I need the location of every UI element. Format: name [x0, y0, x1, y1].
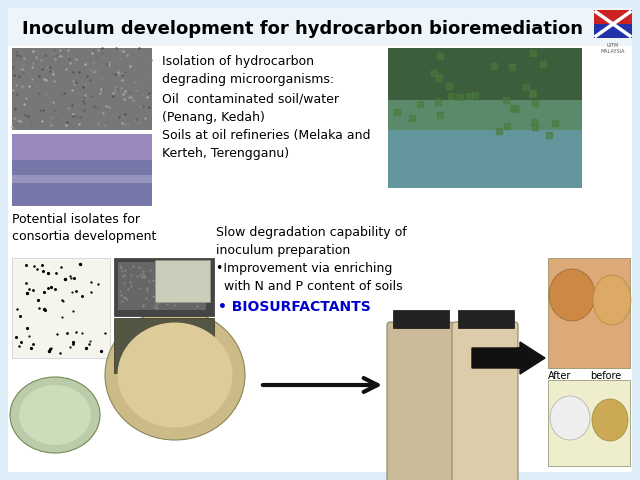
Ellipse shape [550, 396, 590, 440]
Bar [388, 130, 582, 188]
FancyBboxPatch shape [452, 322, 518, 480]
Bar [388, 100, 582, 188]
Text: Inoculum development for hydrocarbon bioremediation: Inoculum development for hydrocarbon bio… [22, 20, 583, 38]
Bar [114, 258, 214, 316]
Text: Slow degradation capability of
inoculum preparation
•Improvement via enriching
 : Slow degradation capability of inoculum … [216, 226, 407, 293]
Bar [114, 318, 214, 373]
Bar [12, 134, 152, 206]
Bar [12, 175, 152, 183]
Bar [388, 48, 582, 188]
Bar [548, 258, 630, 368]
Ellipse shape [105, 310, 245, 440]
FancyBboxPatch shape [387, 322, 453, 480]
Text: After: After [548, 371, 572, 381]
Bar [548, 380, 630, 466]
Bar [458, 310, 514, 328]
Ellipse shape [118, 323, 232, 428]
Bar [155, 260, 210, 302]
Text: • BIOSURFACTANTS: • BIOSURFACTANTS [218, 300, 371, 314]
Ellipse shape [10, 377, 100, 453]
Bar [393, 310, 449, 328]
Bar [594, 10, 632, 24]
Polygon shape [472, 342, 545, 374]
Bar [12, 160, 152, 206]
Bar [118, 262, 206, 310]
Text: Potential isolates for
consortia development: Potential isolates for consortia develop… [12, 213, 156, 243]
Bar [12, 48, 152, 130]
Bar [12, 258, 110, 358]
Ellipse shape [19, 385, 91, 445]
Ellipse shape [549, 269, 595, 321]
Bar [8, 8, 632, 46]
Text: UITM
MALAYSIA: UITM MALAYSIA [601, 43, 625, 54]
Ellipse shape [593, 275, 631, 325]
Text: Isolation of hydrocarbon
degrading microorganisms:
Oil  contaminated soil/water
: Isolation of hydrocarbon degrading micro… [162, 55, 371, 160]
Text: before: before [590, 371, 621, 381]
Ellipse shape [592, 399, 628, 441]
Bar [594, 24, 632, 38]
